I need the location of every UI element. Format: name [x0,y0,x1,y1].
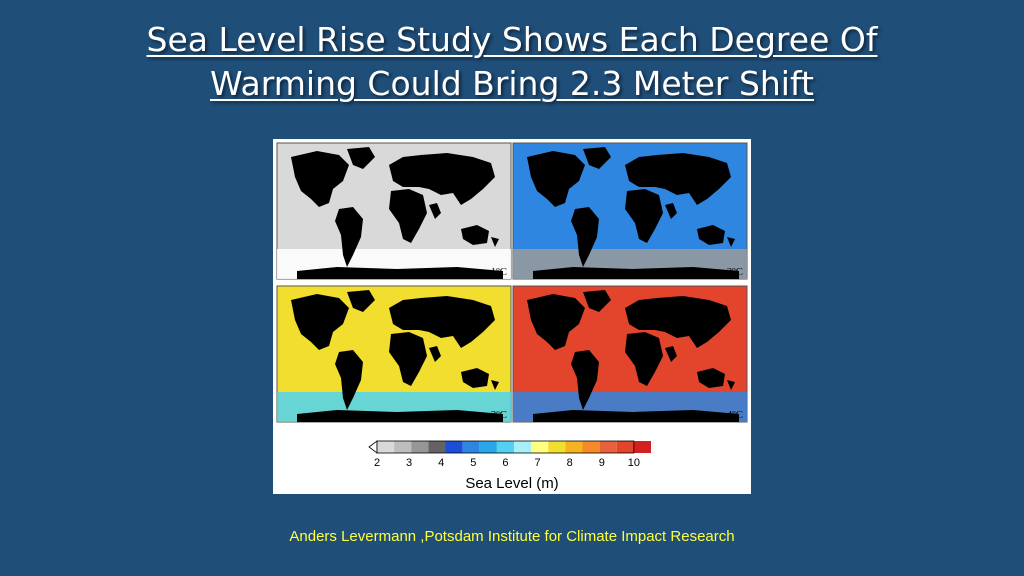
colorbar: 2 3 4 5 6 7 8 9 10 [368,440,651,469]
colorbar-swatch [445,441,463,453]
colorbar-swatch [496,441,514,453]
colorbar-swatch [479,441,497,453]
colorbar-tick-label: 3 [406,457,412,469]
credit-text: Anders Levermann ,Potsdam Institute for … [289,528,735,545]
panel-label: 2ºC [727,266,743,278]
colorbar-arrow [368,440,378,454]
colorbar-swatch [514,441,532,453]
title-line-1: Sea Level Rise Study Shows Each Degree O… [146,20,878,59]
colorbar-tick-label: 4 [438,457,444,469]
sea-level-map-figure: 1ºC 2ºC 3ºC 4ºC 2 3 4 5 6 7 8 9 10 Sea Level (m) [273,139,751,494]
panel-label: 3ºC [491,409,507,421]
colorbar-swatch [616,441,634,453]
colorbar-swatch [582,441,600,453]
colorbar-swatch [565,441,583,453]
map-panel: 3ºC [276,285,512,423]
colorbar-swatch [394,441,412,453]
colorbar-swatch [548,441,566,453]
colorbar-swatch [599,441,617,453]
colorbar-swatch [531,441,549,453]
colorbar-tick-label: 6 [502,457,508,469]
colorbar-tick-label: 7 [534,457,540,469]
colorbar-swatch [428,441,446,453]
panel-label: 4ºC [727,409,743,421]
colorbar-swatch [411,441,429,453]
colorbar-title: Sea Level (m) [465,475,558,492]
colorbar-swatch [633,441,651,453]
colorbar-swatch [462,441,480,453]
colorbar-tick-label: 5 [470,457,476,469]
colorbar-tick-label: 8 [567,457,573,469]
colorbar-swatch [377,441,395,453]
slide-title: Sea Level Rise Study Shows Each Degree O… [0,18,1024,106]
map-panel: 4ºC [512,285,748,423]
map-panel: 1ºC [276,142,512,280]
title-line-2: Warming Could Bring 2.3 Meter Shift [210,64,814,103]
map-figure-svg: 1ºC 2ºC 3ºC 4ºC 2 3 4 5 6 7 8 9 10 Sea Level (m) [276,142,748,492]
colorbar-tick-label: 9 [599,457,605,469]
map-panel: 2ºC [512,142,748,280]
colorbar-tick-label: 2 [374,457,380,469]
colorbar-tick-label: 10 [628,457,640,469]
panel-label: 1ºC [491,266,507,278]
